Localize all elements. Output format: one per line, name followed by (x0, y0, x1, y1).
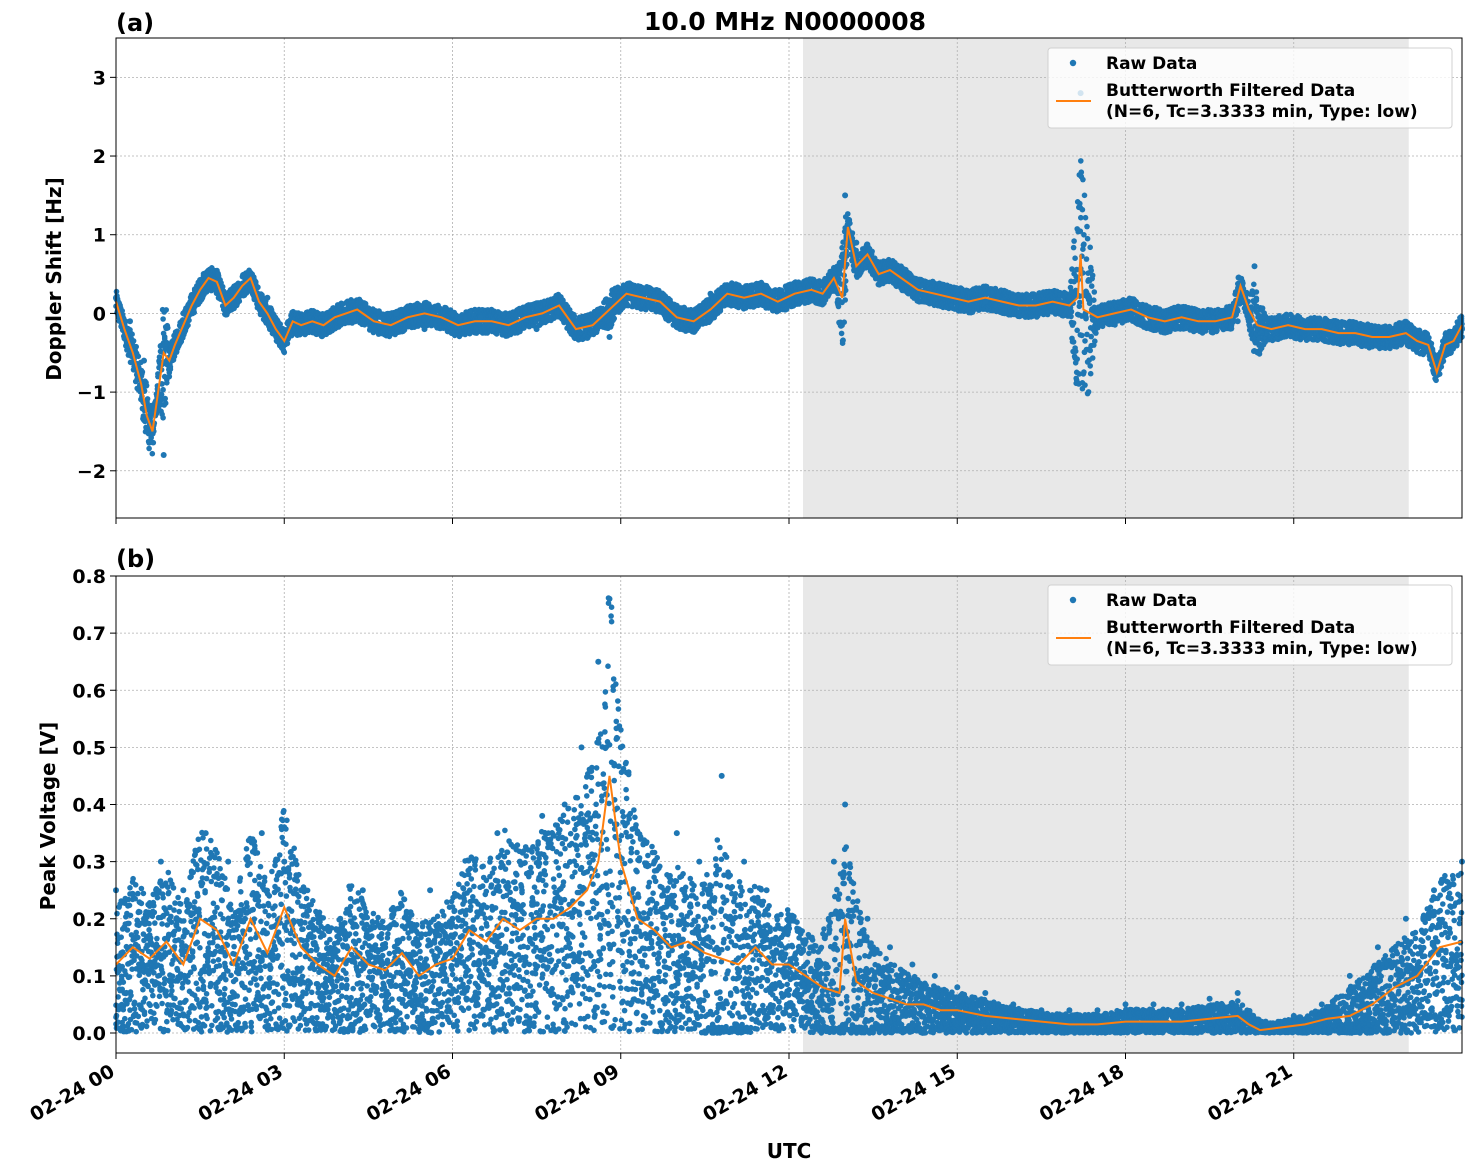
raw-data-point (869, 248, 875, 255)
raw-data-point (162, 395, 168, 402)
plot-data-a (113, 90, 1465, 458)
raw-data-point (611, 315, 617, 322)
raw-data-point (162, 400, 169, 407)
chart-title: 10.0 MHz N0000008 (644, 7, 926, 36)
raw-data-point (167, 364, 174, 370)
raw-data-point (144, 396, 151, 402)
raw-data-point (146, 445, 152, 452)
raw-data-point (130, 338, 137, 344)
raw-data-point (156, 354, 163, 360)
raw-data-point (255, 284, 261, 291)
raw-data-point (160, 386, 166, 393)
raw-data-point (143, 382, 150, 389)
raw-data-point (165, 325, 171, 331)
raw-data-point (847, 220, 853, 227)
raw-data-point (281, 349, 288, 356)
raw-data-point (838, 330, 845, 337)
raw-data-point (123, 318, 129, 325)
raw-data-point (133, 343, 139, 350)
raw-data-point (139, 369, 146, 375)
raw-data-point (150, 439, 157, 446)
raw-data-point (717, 308, 724, 314)
raw-data-point (166, 373, 173, 380)
raw-data-point (203, 289, 210, 295)
raw-data-point (149, 450, 156, 457)
raw-data-point (160, 415, 166, 421)
raw-data-point (185, 322, 191, 329)
raw-data-point (845, 211, 851, 217)
raw-data-point (842, 297, 848, 303)
raw-data-point (841, 319, 847, 326)
raw-data-point (191, 309, 197, 316)
raw-data-point (186, 317, 192, 324)
raw-data-point (163, 307, 169, 313)
raw-data-point (160, 316, 166, 322)
raw-data-point (164, 380, 170, 386)
raw-data-point (236, 298, 243, 305)
raw-data-point (135, 353, 142, 360)
raw-data-point (129, 331, 135, 338)
raw-data-point (836, 276, 842, 283)
raw-data-point (571, 313, 578, 320)
raw-data-point (253, 279, 259, 285)
raw-data-point (159, 381, 165, 387)
raw-data-point (158, 391, 165, 398)
raw-data-point (840, 337, 846, 344)
